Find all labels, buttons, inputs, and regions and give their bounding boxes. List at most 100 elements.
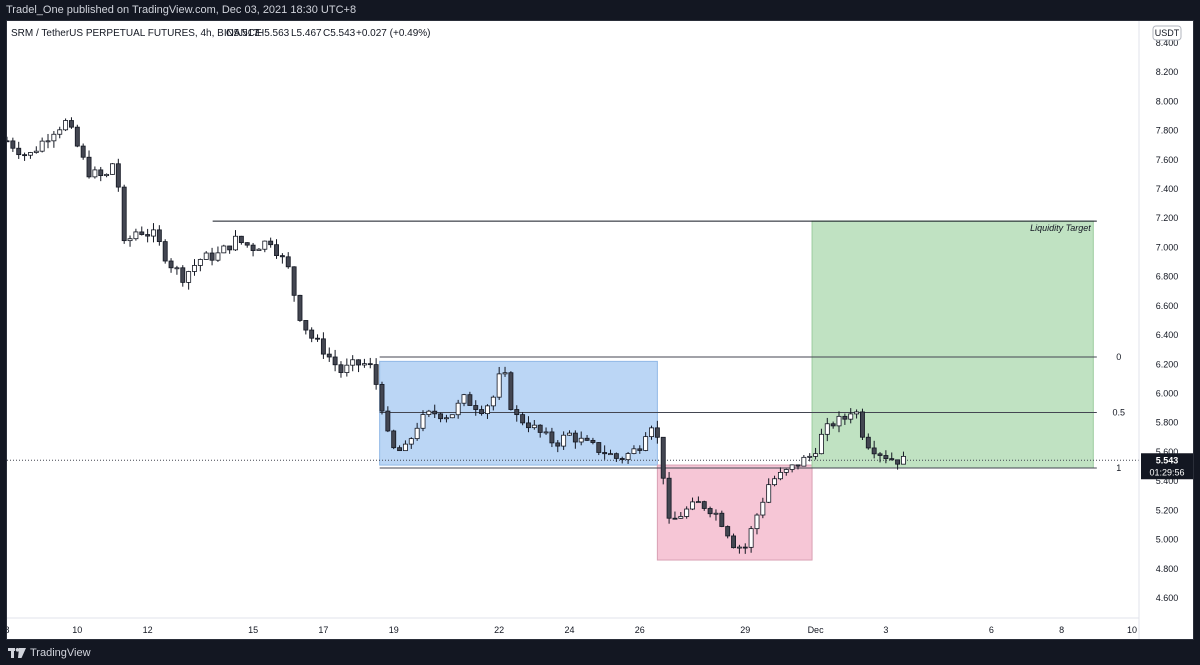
candle [455,399,461,419]
target-range-box[interactable] [811,220,1094,469]
candle-body [596,442,602,453]
candle [654,420,660,444]
candle-body [514,409,520,416]
candle-body [719,512,725,527]
candle-body [461,394,467,404]
candle-body [654,427,660,438]
candle [713,509,719,521]
candle-body [320,338,326,355]
candle [51,131,57,148]
candle [719,510,725,528]
candle [291,266,297,302]
candle [877,452,883,463]
candle [385,406,391,433]
price-chart[interactable]: Liquidity Target 0 0.5 1 8.400 8.200 8.000 7.8… [4,21,1193,639]
candle [361,358,367,368]
candle-body [490,396,496,407]
candle-body [795,464,801,467]
candle [520,412,526,426]
currency-badge[interactable]: USDT [1152,25,1182,41]
candle [104,173,110,178]
candle [637,445,643,454]
candle [531,419,537,430]
candle-body [842,415,848,420]
x-tick-label: 8 [1059,625,1064,635]
candle [63,118,69,132]
candle-body [16,147,22,156]
candle [121,184,127,244]
x-tick-label: Dec [808,625,825,635]
ohlc-close: C5.543 [323,28,356,39]
candle-body [637,448,643,451]
candle-body [438,413,444,420]
candle-body [725,526,731,537]
candle [186,270,192,290]
candle [168,258,174,273]
candle [408,437,414,449]
candle [86,150,92,179]
candle-body [520,414,526,424]
y-tick-label: 4.600 [1156,593,1179,603]
candle [92,166,98,179]
candle [350,355,356,372]
candle [315,334,320,342]
chart-frame[interactable]: Liquidity Target 0 0.5 1 8.400 8.200 8.000 7.8… [4,20,1194,640]
footer-bar: TradingView [0,641,1200,665]
candle [309,327,315,343]
publisher-text: Tradel_One published on TradingView.com,… [6,4,357,16]
candle [608,449,613,456]
candle-body [145,234,151,237]
candle-body [332,356,338,366]
candle [801,455,807,467]
candle-body [69,120,74,128]
x-tick-label: 8 [7,625,10,635]
candle [613,452,619,462]
candle [701,500,707,511]
candle-body [285,256,291,268]
candle [871,440,877,459]
candle [672,511,678,520]
y-tick-label: 6.400 [1156,330,1179,340]
candle [438,412,444,423]
candle-body [27,152,33,156]
tradingview-logo[interactable]: TradingView [8,641,91,665]
candle-body [690,501,695,510]
candle-body [666,477,672,519]
candle [320,332,326,359]
candle-body [291,266,297,296]
x-tick-label: 6 [989,625,994,635]
candle-body [760,501,766,516]
candle [748,526,754,553]
candle [508,371,514,411]
candle [619,456,625,464]
candle [596,442,602,456]
candle [854,409,860,419]
candle [736,544,742,554]
candle [45,133,51,149]
candle-body [361,363,367,366]
candle-body [373,364,379,385]
candle-body [186,271,192,283]
candle [901,451,906,465]
candle [678,511,684,519]
candle-body [449,414,455,419]
candle [397,445,403,452]
y-tick-label: 8.400 [1156,38,1179,48]
candle-body [625,453,631,461]
candle-body [192,265,197,272]
candle-body [397,447,403,452]
candle [883,450,889,464]
candle [848,408,854,424]
y-tick-label: 5.400 [1156,476,1179,486]
ohlc-change: +0.027 (+0.49%) [356,28,431,39]
y-tick-label: 6.200 [1156,359,1179,369]
candle [344,358,350,377]
candle-body [168,260,174,269]
candle [145,228,151,243]
candle [549,427,555,448]
candle-body [748,528,754,548]
candle-body [244,242,250,246]
candle-body [643,436,649,451]
candle [783,468,789,476]
candle-body [531,424,537,429]
